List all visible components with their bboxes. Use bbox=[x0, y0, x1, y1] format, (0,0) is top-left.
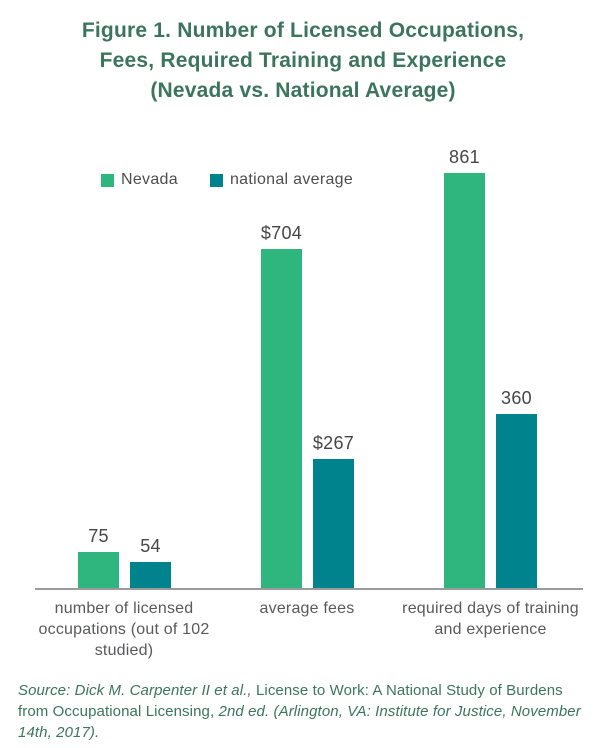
figure-title-line-2: Fees, Required Training and Experience bbox=[99, 49, 507, 72]
x-axis-label-fees: average fees bbox=[259, 600, 355, 617]
bar-value-label-national-average-2: 360 bbox=[501, 388, 532, 408]
figure-title-line-3: (Nevada vs. National Average) bbox=[150, 79, 456, 102]
source-segment-2: 2nd ed. (Arlington, VA: Institute for Ju… bbox=[18, 703, 581, 741]
x-axis-line bbox=[35, 588, 583, 590]
x-axis-label-training: required days of training and experience bbox=[402, 600, 579, 638]
bar-value-label-nevada-2: 861 bbox=[449, 147, 480, 167]
bar-value-label-national-average-1: $267 bbox=[312, 433, 355, 453]
x-axis-label-occupations: number of licensed occupations (out of 1… bbox=[38, 600, 210, 659]
bar-national-average-0 bbox=[130, 562, 171, 588]
source-note: Source: Dick M. Carpenter II et al., Lic… bbox=[18, 680, 588, 743]
bar-nevada-0 bbox=[78, 552, 119, 588]
bar-nevada-1 bbox=[261, 249, 302, 588]
chart-plot: Nevada national average 75 54 $704 $267 861 36… bbox=[35, 142, 583, 590]
bar-value-label-nevada-0: 75 bbox=[88, 526, 109, 546]
source-segment-0: Source: Dick M. Carpenter II et al., bbox=[18, 682, 256, 699]
legend-item-nevada: Nevada bbox=[101, 171, 178, 189]
figure-title: Figure 1. Number of Licensed Occupations… bbox=[0, 0, 606, 106]
chart-legend: Nevada national average bbox=[101, 171, 353, 189]
x-axis-labels: number of licensed occupations (out of 1… bbox=[0, 590, 606, 664]
source-segment-1: License to Work: A National Study of Bur… bbox=[18, 682, 563, 720]
legend-swatch bbox=[209, 173, 223, 187]
legend-label: Nevada bbox=[121, 171, 178, 188]
legend-swatch bbox=[101, 173, 114, 187]
bar-national-average-1 bbox=[313, 459, 354, 588]
bar-nevada-2 bbox=[444, 173, 485, 588]
figure-title-line-1: Figure 1. Number of Licensed Occupations… bbox=[81, 19, 525, 42]
bar-national-average-2 bbox=[496, 414, 537, 588]
bar-value-label-national-average-0: 54 bbox=[140, 536, 161, 556]
legend-item-national-average: national average bbox=[209, 171, 354, 189]
legend-label: national average bbox=[229, 171, 354, 188]
bar-value-label-nevada-1: $704 bbox=[260, 223, 303, 243]
